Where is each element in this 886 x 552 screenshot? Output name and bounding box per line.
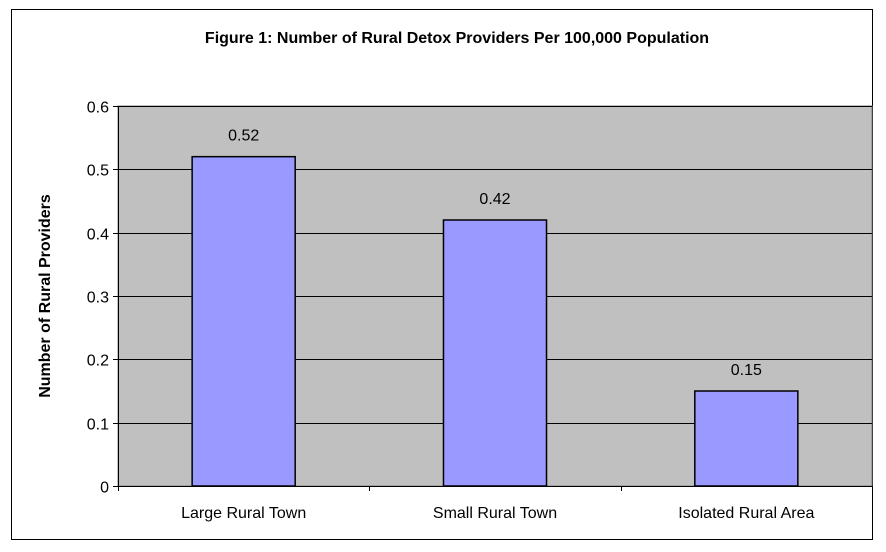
bar (442, 219, 548, 487)
data-label: 0.52 (228, 128, 259, 145)
x-tick-label: Isolated Rural Area (678, 505, 814, 522)
data-label: 0.42 (479, 191, 510, 208)
chart-title: Figure 1: Number of Rural Detox Provider… (205, 30, 709, 47)
y-tick-label: 0.3 (87, 290, 109, 307)
y-tick-label: 0.4 (87, 227, 109, 244)
data-label: 0.15 (731, 362, 762, 379)
bars (191, 155, 799, 487)
y-tick-label: 0.1 (87, 417, 109, 434)
bar (191, 155, 296, 487)
y-tick-label: 0.2 (87, 353, 109, 370)
y-tick-label: 0 (100, 480, 109, 497)
data-labels: 0.52 0.42 0.15 (228, 128, 762, 379)
x-tick-label: Large Rural Town (181, 505, 306, 522)
axes: 0 0.1 0.2 0.3 0.4 0.5 0.6 Large Rural Town Small… (87, 100, 873, 522)
bar (694, 390, 799, 487)
y-axis-label: Number of Rural Providers (37, 194, 54, 398)
y-tick-label: 0.6 (87, 100, 109, 117)
y-tick-label: 0.5 (87, 163, 109, 180)
x-tick-label: Small Rural Town (433, 505, 557, 522)
